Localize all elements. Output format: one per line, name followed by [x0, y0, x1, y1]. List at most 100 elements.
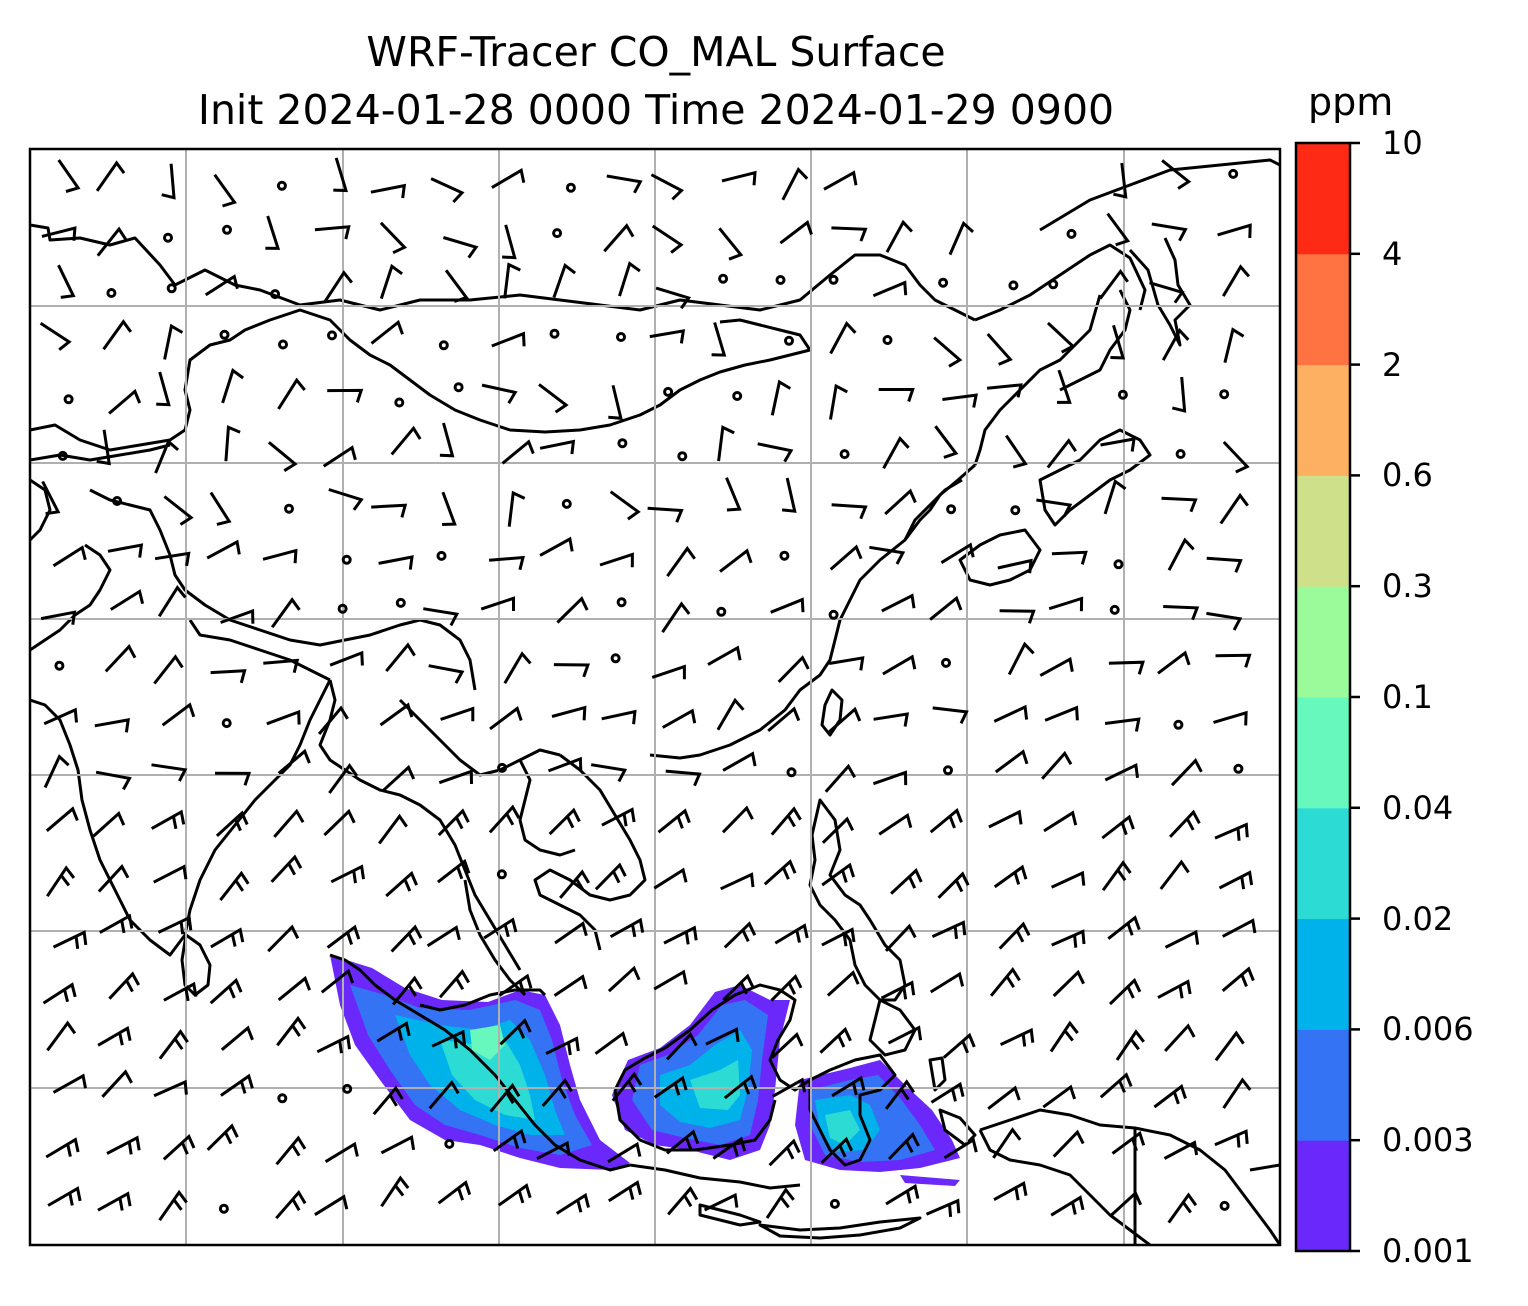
wind-calm-marker — [327, 330, 337, 341]
wind-barb — [994, 749, 1029, 774]
wind-barb — [1107, 915, 1141, 940]
wind-barb — [869, 545, 906, 565]
wind-barb — [890, 867, 923, 895]
wind-barb — [1163, 605, 1200, 621]
wind-barb — [489, 706, 523, 731]
wind-calm-marker — [163, 232, 173, 243]
wind-barb — [1039, 656, 1074, 677]
wind-barb — [653, 867, 688, 890]
wind-barb — [1043, 810, 1078, 833]
wind-barb — [929, 971, 965, 994]
wind-calm-marker — [565, 182, 576, 193]
wind-barb — [1046, 438, 1077, 469]
wind-barb — [45, 1137, 80, 1159]
wind-calm-marker — [1066, 228, 1077, 239]
wind-barb — [46, 1020, 77, 1052]
colorbar — [1294, 141, 1360, 1253]
wind-barb — [209, 491, 232, 526]
plume-sumatra-l5 — [470, 1025, 505, 1060]
wind-barb — [1099, 1072, 1133, 1099]
colorbar-tick-label: 0.003 — [1382, 1121, 1474, 1160]
wind-barb — [873, 712, 910, 727]
wind-barb — [1171, 376, 1187, 413]
wind-barb — [163, 981, 198, 1002]
wind-calm-marker — [882, 335, 893, 345]
wind-barb — [1052, 1129, 1085, 1158]
wind-barb — [829, 544, 863, 571]
wind-barb — [824, 763, 857, 793]
wind-barb — [41, 480, 61, 516]
wind-barb — [553, 663, 591, 678]
wind-barb — [426, 925, 461, 948]
wind-barb — [370, 319, 404, 345]
wind-barb — [594, 862, 627, 891]
wind-barb — [151, 763, 188, 782]
wind-calm-marker — [1048, 279, 1059, 290]
wind-barb — [330, 864, 365, 884]
wind-barb — [436, 858, 471, 884]
wind-barb — [779, 220, 813, 245]
wind-barb — [1167, 1192, 1198, 1224]
wind-barb — [1005, 434, 1028, 469]
wind-barb — [712, 1136, 747, 1160]
wind-barb — [219, 870, 250, 902]
wind-barb — [491, 167, 526, 189]
wind-barb — [768, 1138, 801, 1167]
wind-barb — [102, 319, 133, 351]
wind-barb — [204, 274, 239, 297]
wind-barb — [329, 650, 364, 667]
wind-barb — [650, 173, 685, 201]
wind-barb — [379, 221, 408, 255]
wind-calm-marker — [784, 335, 794, 346]
wind-barb — [215, 810, 249, 838]
wind-calm-marker — [270, 289, 281, 300]
wind-barb — [220, 608, 255, 624]
wind-calm-marker — [938, 277, 949, 288]
wind-barb — [1050, 1195, 1085, 1217]
wind-barb — [390, 425, 422, 456]
wind-barb — [43, 754, 70, 789]
wind-barb — [158, 1029, 189, 1060]
wind-barb — [270, 597, 301, 629]
wind-calm-marker — [112, 496, 123, 506]
wind-barb — [556, 596, 589, 624]
wind-barb — [104, 644, 137, 673]
wind-barb — [1218, 870, 1254, 890]
colorbar-tick-label: 0.001 — [1382, 1232, 1474, 1270]
wind-barb — [57, 159, 81, 193]
wind-barb — [1109, 1190, 1143, 1218]
plume-java-l4 — [825, 1110, 860, 1145]
wind-barb — [599, 552, 634, 568]
wind-barb — [324, 270, 353, 302]
wind-barb — [770, 597, 805, 614]
wind-barb — [932, 706, 969, 724]
wind-barb — [884, 1079, 916, 1110]
wind-barb — [382, 764, 416, 792]
wind-barb — [661, 601, 691, 633]
wind-barb — [1213, 710, 1248, 726]
wind-barb — [721, 805, 754, 834]
wind-barb — [52, 930, 88, 949]
wind-barb — [488, 555, 525, 571]
wind-calm-marker — [436, 550, 447, 561]
wind-barb — [666, 1129, 700, 1155]
wind-barb — [107, 543, 144, 558]
wind-barb — [723, 1074, 758, 1100]
wind-barb — [266, 709, 301, 726]
wind-barb — [1214, 1030, 1245, 1062]
wind-barb — [1115, 1029, 1145, 1061]
wind-barb — [385, 642, 416, 673]
wind-barb — [929, 595, 963, 621]
wind-barb — [606, 174, 643, 194]
wind-barb — [322, 445, 357, 468]
wind-barb — [880, 980, 916, 1000]
wind-barb — [431, 1029, 466, 1049]
wind-barb — [163, 323, 184, 360]
wind-calm-marker — [616, 332, 626, 342]
map-frame — [28, 147, 1282, 1247]
wind-barb — [989, 966, 1021, 997]
wind-barb — [929, 808, 963, 834]
wind-calm-marker — [276, 180, 287, 191]
wind-barb — [110, 589, 145, 611]
wind-barb — [781, 167, 809, 201]
